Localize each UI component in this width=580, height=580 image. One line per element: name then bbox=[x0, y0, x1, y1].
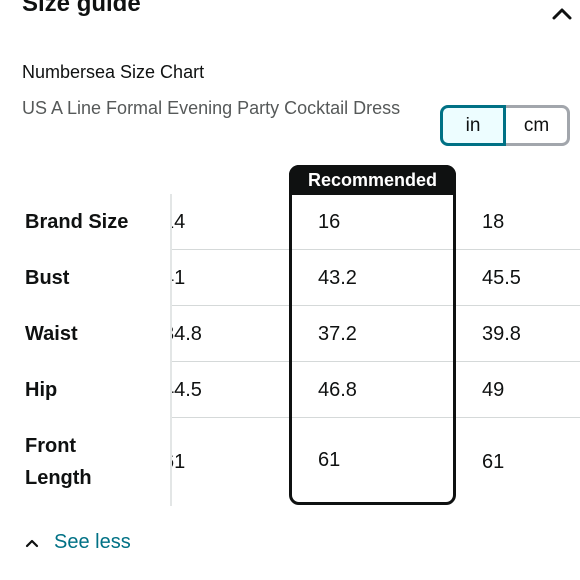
table-cell-recommended: 16 bbox=[318, 211, 341, 233]
row-label-bust: Bust bbox=[25, 267, 70, 289]
table-cell-recommended: 61 bbox=[318, 449, 341, 471]
size-table-scroll[interactable]: 14 41 34.8 44.5 61 16 43.2 37.2 46.8 61 … bbox=[170, 194, 580, 506]
table-cell: 45.5 bbox=[482, 267, 521, 289]
row-label-front-length-line2: Length bbox=[25, 467, 92, 489]
table-cell: 41 bbox=[172, 267, 186, 289]
unit-toggle: in cm bbox=[440, 105, 570, 146]
size-guide-title: Size guide bbox=[22, 0, 141, 17]
table-cell-recommended: 37.2 bbox=[318, 323, 357, 345]
table-cell-recommended: 46.8 bbox=[318, 379, 357, 401]
chevron-up-icon bbox=[25, 539, 39, 547]
table-cell: 49 bbox=[482, 379, 505, 401]
table-cell: 39.8 bbox=[482, 323, 521, 345]
row-divider bbox=[172, 361, 580, 362]
collapse-button[interactable] bbox=[548, 0, 576, 28]
table-cell: 34.8 bbox=[172, 323, 202, 345]
table-cell: 14 bbox=[172, 211, 186, 233]
row-divider bbox=[172, 249, 580, 250]
row-label-hip: Hip bbox=[25, 379, 58, 401]
table-cell: 61 bbox=[482, 451, 505, 473]
see-less-label: See less bbox=[54, 531, 131, 553]
row-divider bbox=[172, 417, 580, 418]
recommended-badge: Recommended bbox=[289, 165, 456, 195]
product-name: US A Line Formal Evening Party Cocktail … bbox=[22, 98, 401, 118]
row-label-front-length-line1: Front bbox=[25, 435, 77, 457]
unit-in-button[interactable]: in bbox=[440, 105, 506, 146]
row-label-front-length: Front Length bbox=[25, 430, 92, 494]
chevron-up-icon bbox=[552, 8, 572, 20]
table-cell: 61 bbox=[172, 451, 186, 473]
row-label-brand-size: Brand Size bbox=[25, 211, 129, 233]
unit-cm-button[interactable]: cm bbox=[506, 105, 570, 146]
row-divider bbox=[172, 305, 580, 306]
row-label-waist: Waist bbox=[25, 323, 78, 345]
table-cell: 18 bbox=[482, 211, 505, 233]
table-cell-recommended: 43.2 bbox=[318, 267, 357, 289]
see-less-link[interactable]: See less bbox=[24, 531, 131, 554]
table-cell: 44.5 bbox=[172, 379, 202, 401]
size-chart-title: Numbersea Size Chart bbox=[22, 62, 205, 82]
